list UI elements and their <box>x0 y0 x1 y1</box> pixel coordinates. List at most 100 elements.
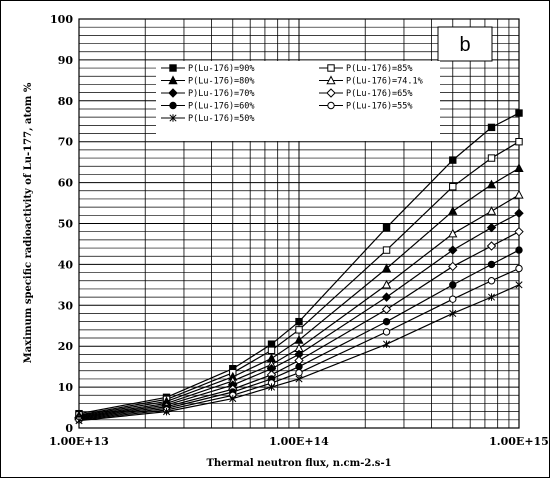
y-tick-label: 0 <box>65 422 73 435</box>
data-point <box>382 246 391 254</box>
data-point <box>267 340 276 348</box>
legend-marker <box>169 101 177 110</box>
data-point <box>486 179 497 189</box>
y-tick-label: 20 <box>58 340 74 353</box>
legend-label: P(Lu-176)=65% <box>346 89 413 99</box>
y-tick-label: 10 <box>58 381 74 394</box>
legend-entry: P(Lu-176)=60% <box>161 102 255 112</box>
data-point <box>229 394 237 403</box>
data-point <box>487 154 496 162</box>
legend-marker <box>326 75 336 85</box>
data-point <box>515 109 523 117</box>
data-point <box>381 304 392 315</box>
data-point <box>514 189 524 199</box>
y-tick-label: 60 <box>58 177 74 190</box>
legend: P(Lu-176)=90% P(Lu-176)=85% P(Lu-176)=80% P… <box>156 61 440 141</box>
legend-label: P(Lu-176)=85% <box>346 64 413 74</box>
data-point <box>381 279 392 289</box>
legend-entry: P(Lu-176)=50% <box>161 114 255 124</box>
data-point <box>382 317 391 326</box>
data-point <box>295 326 303 334</box>
data-point <box>381 263 392 273</box>
legend-label: P(Lu-176)=90% <box>188 64 255 74</box>
x-axis-label: Thermal neutron flux, n.cm-2.s-1 <box>206 458 391 469</box>
data-point <box>515 264 523 273</box>
legend-marker <box>168 88 178 98</box>
data-point <box>267 346 276 354</box>
legend-marker <box>327 101 335 110</box>
legend-entry: P(Lu-176)=85% <box>319 64 413 74</box>
data-point <box>515 246 523 254</box>
legend-entry: P(Lu-176)=74.1% <box>319 75 423 87</box>
legend-entry: P(Lu-176)=55% <box>319 102 413 112</box>
data-point <box>514 163 524 172</box>
data-point <box>448 206 458 215</box>
data-point <box>295 317 303 326</box>
data-point <box>75 416 83 425</box>
legend-marker <box>326 88 336 98</box>
legend-label: P(Lu-176)=50% <box>188 114 255 124</box>
legend-label: P(Lu-176)=74.1% <box>346 77 423 87</box>
y-tick-label: 30 <box>58 299 74 312</box>
legend-entry: P(Lu-176)=80% <box>161 75 255 87</box>
data-point <box>267 383 276 391</box>
data-point <box>448 228 458 238</box>
data-point <box>448 245 458 255</box>
data-point <box>295 369 303 377</box>
legend-entry: P(Lu-176)=65% <box>319 88 413 99</box>
data-point <box>449 295 457 303</box>
data-point <box>382 340 391 348</box>
y-tick-label: 90 <box>58 54 74 67</box>
data-point <box>487 293 496 301</box>
data-point <box>295 362 303 371</box>
series-9 <box>75 281 523 425</box>
data-point <box>487 260 496 269</box>
y-tick-label: 40 <box>58 258 74 271</box>
legend-entry: P)Lu-176)=70% <box>161 88 255 99</box>
legend-label: P(Lu-176)=55% <box>346 102 413 112</box>
data-point <box>162 407 171 416</box>
data-point <box>487 123 496 132</box>
legend-marker <box>169 64 177 72</box>
legend-label: P(Lu-176)=80% <box>188 77 255 87</box>
data-point <box>487 277 496 285</box>
legend-label: P)Lu-176)=70% <box>188 89 255 99</box>
data-point <box>486 241 497 251</box>
x-tick-label: 1.00E+13 <box>49 435 109 448</box>
y-tick-label: 50 <box>58 218 74 231</box>
data-point <box>515 138 523 146</box>
data-point <box>295 375 303 383</box>
y-tick-label: 80 <box>58 95 74 108</box>
data-point <box>449 281 457 289</box>
data-point <box>449 156 457 164</box>
x-tick-label: 1.00E+14 <box>269 435 329 448</box>
data-point <box>515 281 523 289</box>
data-point <box>448 261 458 272</box>
legend-marker <box>327 64 335 72</box>
data-point <box>449 309 457 318</box>
legend-marker <box>169 114 177 122</box>
panel-label-box: b <box>437 26 493 62</box>
data-point <box>486 222 497 233</box>
legend-entry: P(Lu-176)=90% <box>161 64 255 74</box>
data-point <box>381 292 392 302</box>
data-point <box>382 328 391 336</box>
tick-labels: 0 10 20 30 40 50 60 70 80 90 100 1.00E+13 1.00E+14 1.… <box>49 13 549 448</box>
plot-area-border <box>78 18 520 429</box>
legend-label: P(Lu-176)=60% <box>188 102 255 112</box>
y-axis-label: Maximum specific radioactivity of Lu-177… <box>23 82 34 363</box>
data-point <box>486 206 497 215</box>
x-tick-label: 1.00E+15 <box>489 435 549 448</box>
legend-marker <box>168 75 178 85</box>
data-point <box>449 182 457 191</box>
data-point <box>514 208 524 218</box>
series-layer <box>74 109 524 425</box>
axes <box>78 18 520 429</box>
y-tick-label: 70 <box>58 136 74 149</box>
y-tick-label: 100 <box>50 13 73 26</box>
data-point <box>382 223 391 232</box>
panel-label: b <box>459 34 470 56</box>
data-point <box>514 226 524 237</box>
